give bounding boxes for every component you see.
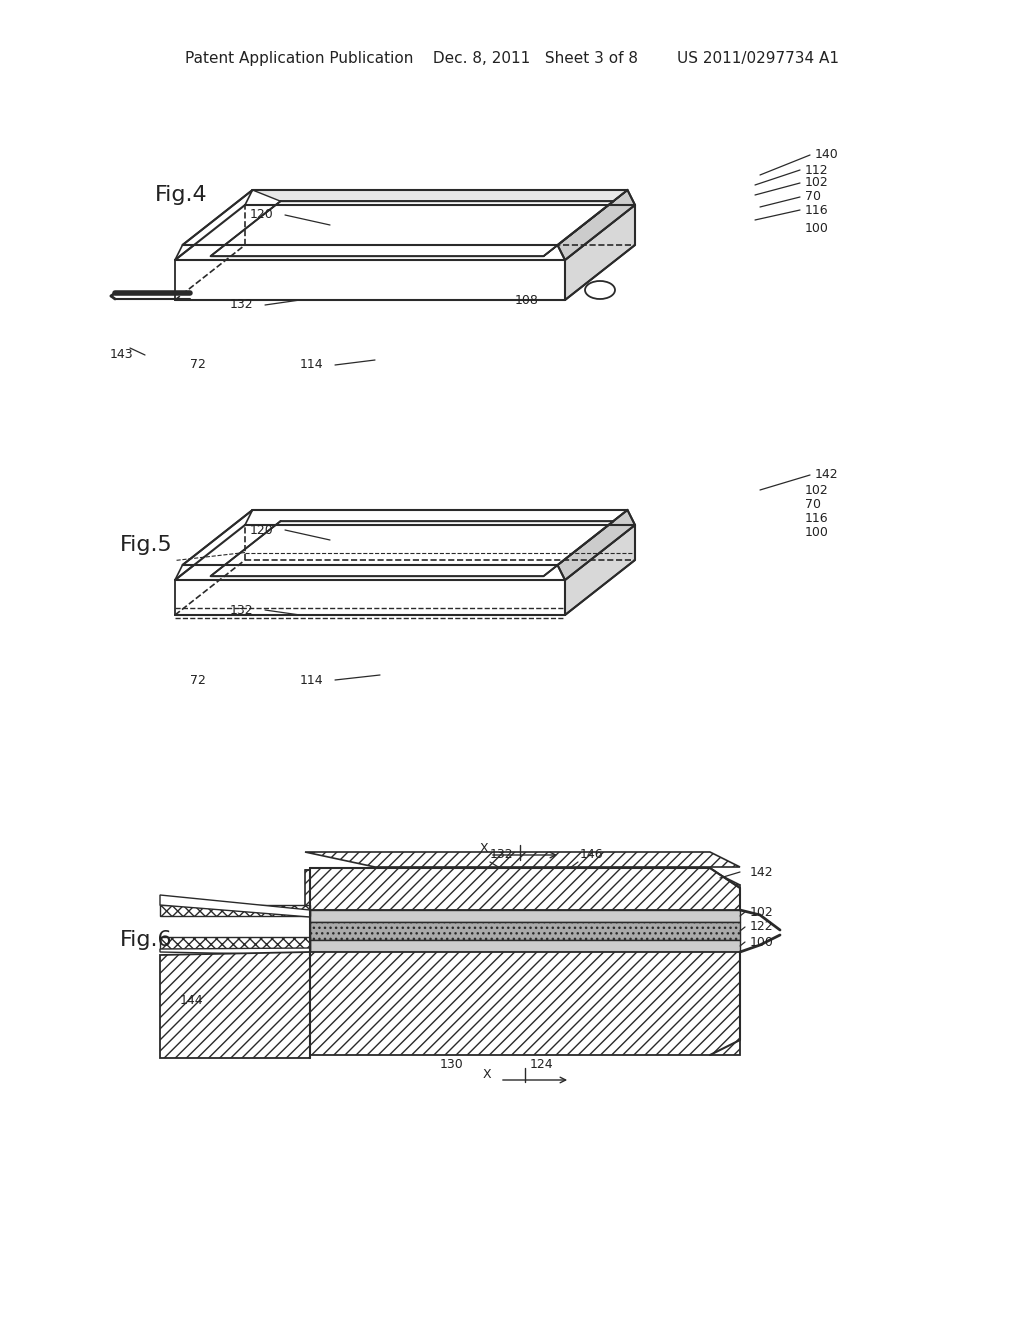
- Text: 124: 124: [530, 1059, 554, 1072]
- Text: 114: 114: [300, 673, 324, 686]
- Text: 132: 132: [230, 603, 254, 616]
- Polygon shape: [182, 510, 628, 565]
- Text: 122: 122: [750, 920, 773, 933]
- Text: 100: 100: [750, 936, 774, 949]
- Polygon shape: [182, 190, 628, 246]
- Text: 132: 132: [230, 298, 254, 312]
- Text: 72: 72: [190, 673, 206, 686]
- Polygon shape: [305, 870, 740, 925]
- Text: 130: 130: [440, 1059, 464, 1072]
- Ellipse shape: [585, 281, 615, 300]
- Text: X: X: [483, 1068, 492, 1081]
- Text: 102: 102: [805, 177, 828, 190]
- Polygon shape: [160, 895, 310, 917]
- Polygon shape: [175, 525, 635, 579]
- Polygon shape: [175, 260, 565, 300]
- Polygon shape: [305, 870, 740, 884]
- Polygon shape: [557, 510, 635, 579]
- Polygon shape: [544, 190, 628, 256]
- Polygon shape: [175, 205, 635, 260]
- Polygon shape: [310, 869, 740, 909]
- Text: 108: 108: [515, 293, 539, 306]
- Text: 142: 142: [750, 866, 773, 879]
- Text: 144: 144: [180, 994, 204, 1006]
- Text: 146: 146: [580, 849, 603, 862]
- Text: 70: 70: [805, 190, 821, 203]
- Polygon shape: [310, 940, 740, 952]
- Text: 100: 100: [805, 527, 828, 540]
- Text: 120: 120: [250, 524, 273, 536]
- Text: Fig.6: Fig.6: [120, 931, 173, 950]
- Polygon shape: [565, 525, 635, 615]
- Text: 116: 116: [805, 511, 828, 524]
- Text: Fig.4: Fig.4: [155, 185, 208, 205]
- Text: 112: 112: [805, 164, 828, 177]
- Text: 102: 102: [805, 483, 828, 496]
- Polygon shape: [160, 937, 310, 950]
- Text: Patent Application Publication    Dec. 8, 2011   Sheet 3 of 8        US 2011/029: Patent Application Publication Dec. 8, 2…: [185, 50, 839, 66]
- Polygon shape: [160, 952, 310, 1059]
- Polygon shape: [253, 190, 628, 201]
- Text: 102: 102: [750, 906, 774, 919]
- Polygon shape: [211, 201, 613, 256]
- Text: 120: 120: [250, 209, 273, 222]
- Polygon shape: [160, 906, 310, 916]
- Text: 132: 132: [490, 849, 514, 862]
- Polygon shape: [310, 921, 740, 940]
- Polygon shape: [310, 952, 740, 1055]
- Polygon shape: [565, 205, 635, 300]
- Text: 100: 100: [805, 222, 828, 235]
- Text: X: X: [480, 842, 488, 854]
- Polygon shape: [175, 579, 565, 615]
- Text: 140: 140: [815, 149, 839, 161]
- Polygon shape: [557, 190, 635, 260]
- Polygon shape: [305, 851, 740, 867]
- Polygon shape: [160, 948, 310, 954]
- Text: 116: 116: [805, 203, 828, 216]
- Polygon shape: [211, 521, 613, 577]
- Text: 114: 114: [300, 359, 324, 371]
- Text: 70: 70: [805, 499, 821, 511]
- Text: Fig.5: Fig.5: [120, 535, 173, 554]
- Text: 143: 143: [110, 348, 133, 362]
- Text: 142: 142: [815, 469, 839, 482]
- Polygon shape: [310, 909, 740, 921]
- Text: 72: 72: [190, 359, 206, 371]
